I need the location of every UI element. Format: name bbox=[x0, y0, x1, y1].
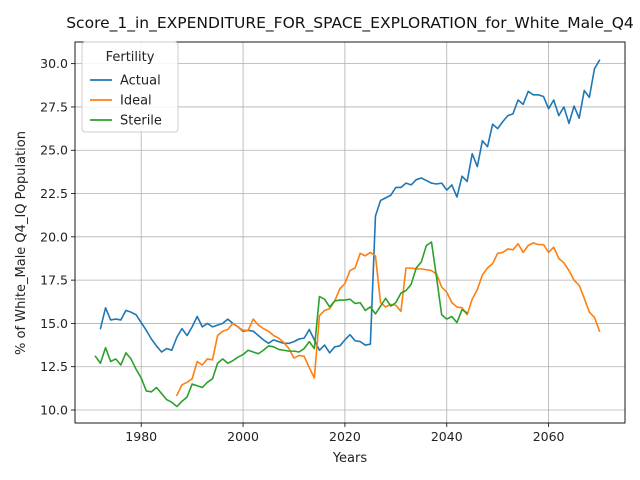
legend-entries: Actual Ideal Sterile bbox=[90, 74, 162, 129]
legend-label-sterile: Sterile bbox=[120, 114, 162, 129]
y-tick-label: 10.0 bbox=[40, 403, 68, 418]
legend: Fertility Actual Ideal Sterile bbox=[81, 41, 179, 133]
legend-label-actual: Actual bbox=[120, 74, 161, 89]
y-tick-label: 12.5 bbox=[40, 359, 68, 374]
chart-title: Score_1_in_EXPENDITURE_FOR_SPACE_EXPLORA… bbox=[66, 14, 634, 33]
y-tick-label: 25.0 bbox=[40, 143, 68, 158]
series-layer bbox=[94, 59, 601, 408]
x-tick-label: 2040 bbox=[431, 429, 463, 444]
x-tick-label: 2000 bbox=[227, 429, 259, 444]
y-tick-label: 22.5 bbox=[40, 186, 68, 201]
y-tick-label: 30.0 bbox=[40, 56, 68, 71]
y-tick-label: 20.0 bbox=[40, 229, 68, 244]
plot-frame bbox=[74, 41, 626, 424]
y-tick-label: 15.0 bbox=[40, 316, 68, 331]
grid bbox=[75, 42, 625, 423]
y-axis-label: % of White_Male Q4_IQ Population bbox=[14, 131, 29, 355]
x-tick-label: 1980 bbox=[125, 429, 157, 444]
legend-box bbox=[81, 41, 179, 133]
x-tick-label: 2060 bbox=[533, 429, 565, 444]
y-tick-label: 17.5 bbox=[40, 273, 68, 288]
x-tick-label: 2020 bbox=[329, 429, 361, 444]
y-tick-label: 27.5 bbox=[40, 99, 68, 114]
x-axis-label: Years bbox=[332, 451, 368, 466]
legend-label-ideal: Ideal bbox=[120, 94, 152, 109]
series-line-ideal bbox=[176, 242, 601, 397]
legend-title: Fertility bbox=[106, 50, 155, 65]
tick-layer: 1980 2000 2020 2040 2060 10.0 12.5 15.0 17.5 20.0… bbox=[40, 56, 564, 444]
series-line-actual bbox=[99, 59, 601, 354]
series-line-sterile bbox=[94, 241, 468, 408]
